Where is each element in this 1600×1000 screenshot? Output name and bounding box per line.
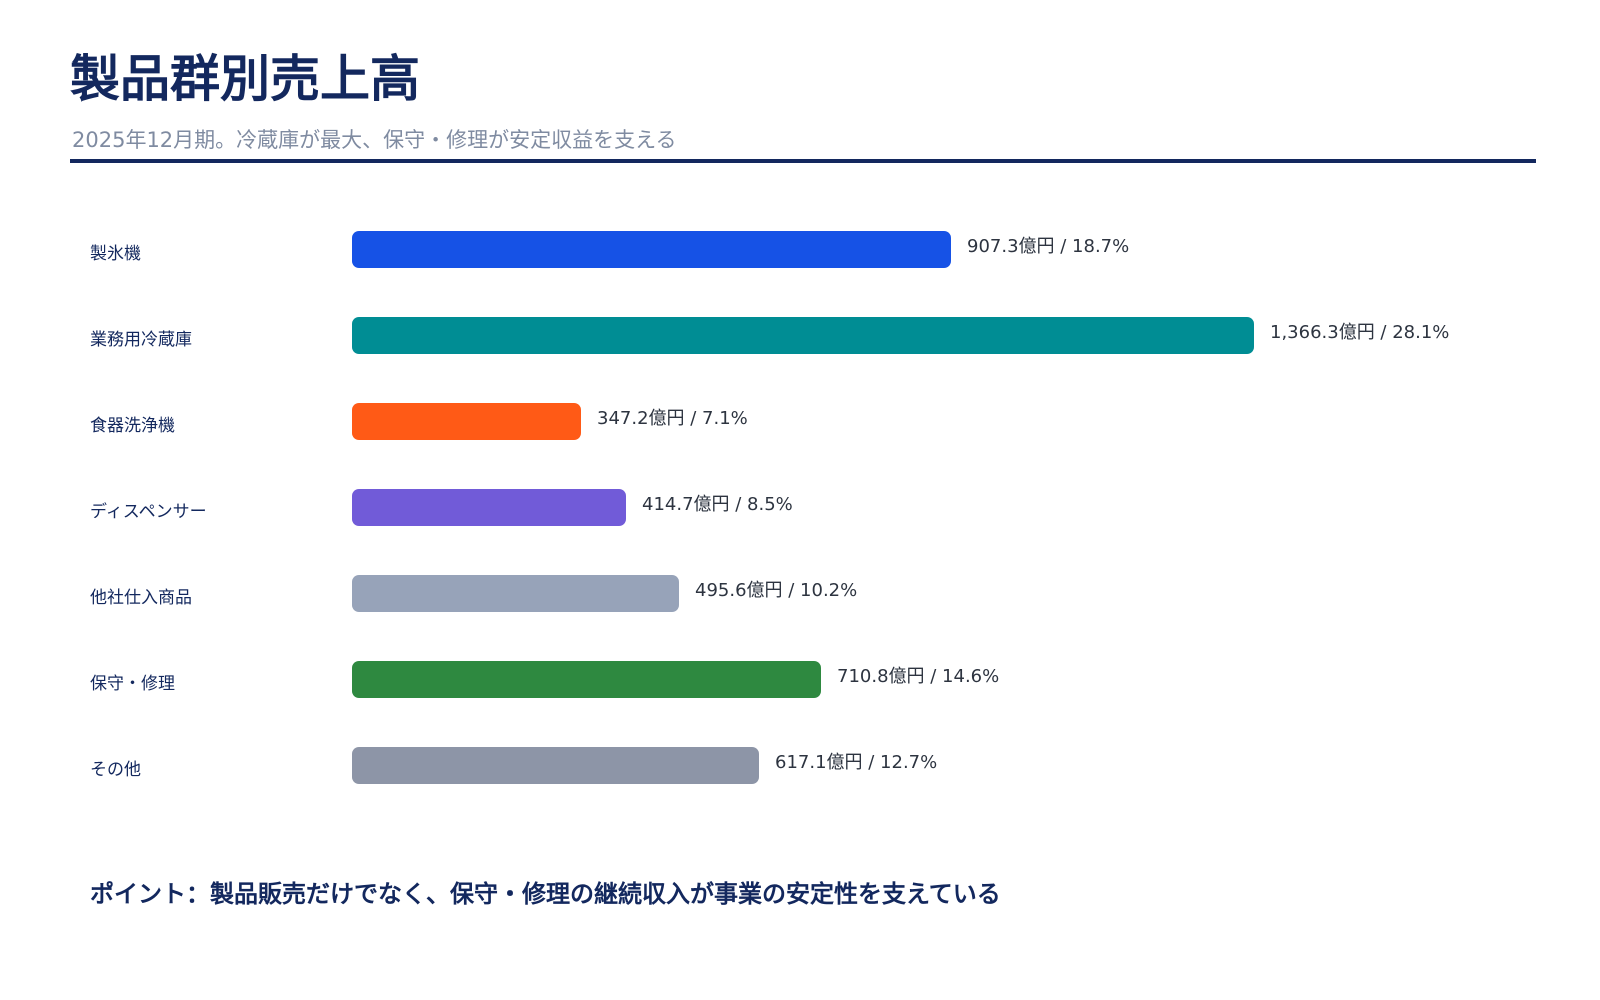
- category-label: 保守・修理: [90, 674, 175, 694]
- bar-value-label: 495.6億円 / 10.2%: [695, 580, 858, 601]
- bar: [352, 661, 821, 698]
- bar: [352, 747, 759, 784]
- category-label: 業務用冷蔵庫: [90, 330, 192, 350]
- bar-value-label: 907.3億円 / 18.7%: [967, 236, 1130, 257]
- bar-value-label: 710.8億円 / 14.6%: [837, 666, 1000, 687]
- bar-value-label: 1,366.3億円 / 28.1%: [1270, 322, 1450, 343]
- category-label: 製氷機: [90, 244, 141, 264]
- bar-value-label: 347.2億円 / 7.1%: [597, 408, 748, 429]
- bar: [352, 489, 626, 526]
- bar: [352, 575, 679, 612]
- bar: [352, 317, 1254, 354]
- category-label: 他社仕入商品: [90, 588, 192, 608]
- bar-value-label: 617.1億円 / 12.7%: [775, 752, 938, 773]
- category-label: ディスペンサー: [90, 502, 207, 522]
- category-label: その他: [90, 760, 141, 780]
- header-divider: [70, 159, 1536, 163]
- page-title: 製品群別売上高: [70, 50, 420, 108]
- key-point-note: ポイント：製品販売だけでなく、保守・修理の継続収入が事業の安定性を支えている: [90, 880, 1001, 908]
- bar-value-label: 414.7億円 / 8.5%: [642, 494, 793, 515]
- page-subtitle: 2025年12月期。冷蔵庫が最大、保守・修理が安定収益を支える: [72, 128, 677, 152]
- category-label: 食器洗浄機: [90, 416, 175, 436]
- bar: [352, 231, 951, 268]
- bar: [352, 403, 581, 440]
